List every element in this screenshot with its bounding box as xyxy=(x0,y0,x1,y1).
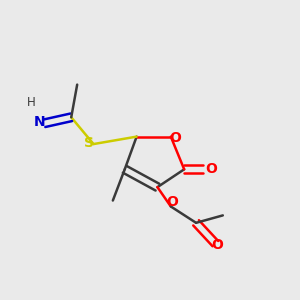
Text: O: O xyxy=(205,162,217,176)
Text: N: N xyxy=(33,115,45,129)
Text: O: O xyxy=(169,131,181,145)
Text: O: O xyxy=(167,195,178,209)
Text: S: S xyxy=(84,136,94,150)
Text: O: O xyxy=(211,238,223,252)
Text: H: H xyxy=(27,96,35,109)
